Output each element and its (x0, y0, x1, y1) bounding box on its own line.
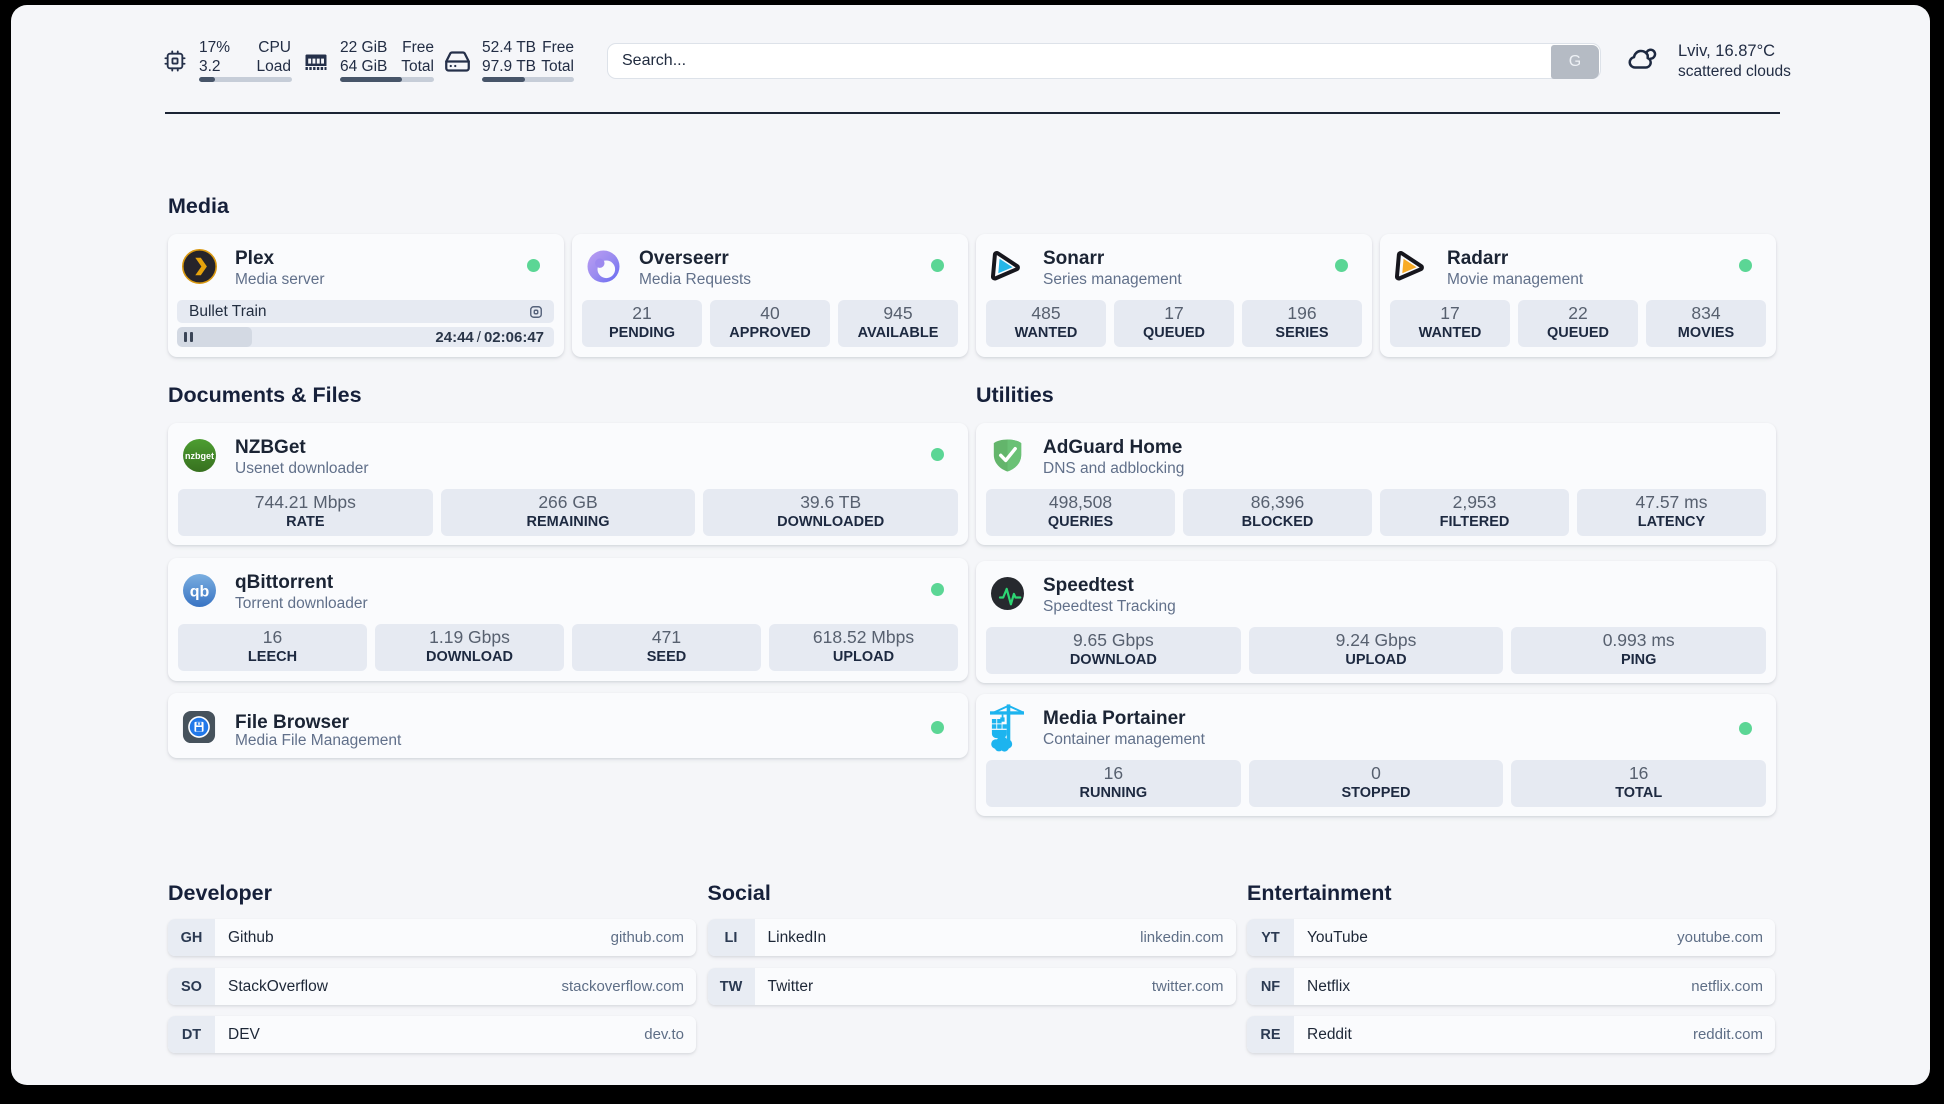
svg-text:nzbget: nzbget (185, 451, 214, 461)
svg-text:qb: qb (189, 583, 209, 600)
